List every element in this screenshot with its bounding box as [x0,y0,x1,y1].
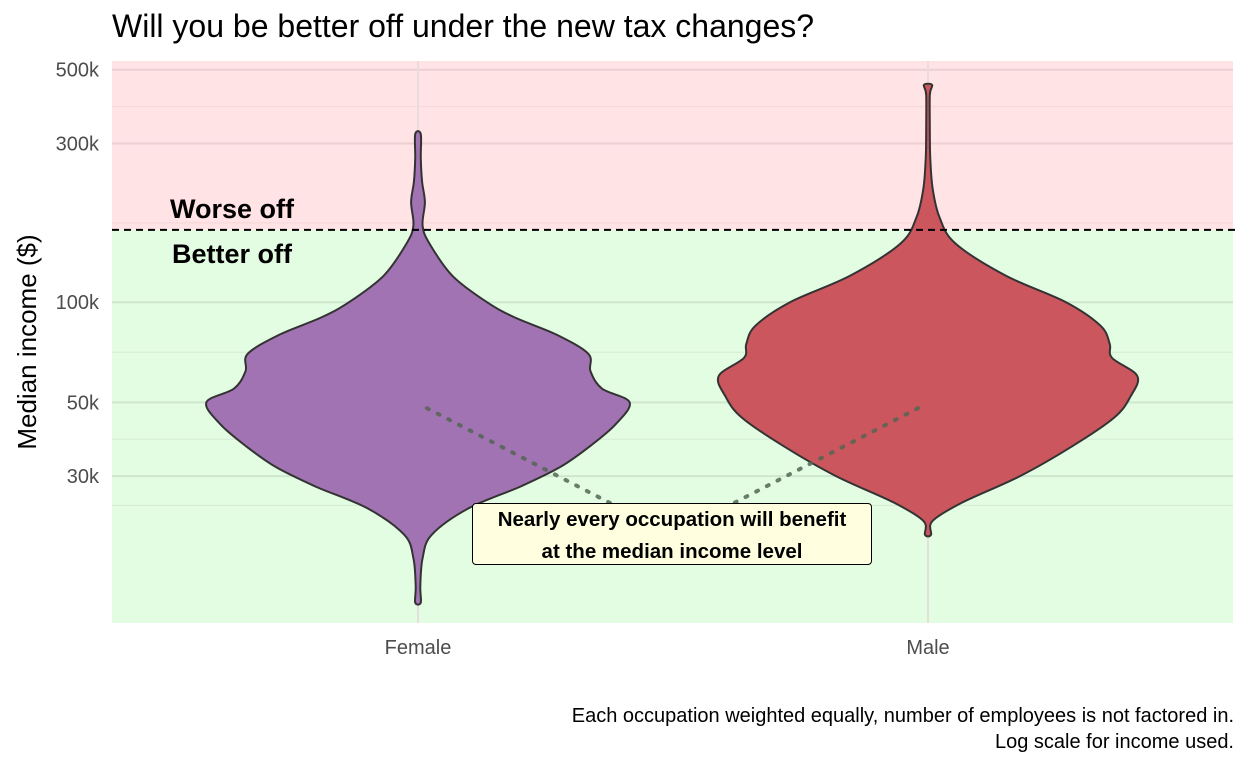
worse-off-label: Worse off [170,194,295,224]
annotation-box: Nearly every occupation will benefit at … [472,503,872,565]
better-off-label: Better off [172,239,293,269]
chart-caption: Each occupation weighted equally, number… [572,703,1234,755]
x-tick-label: Male [906,637,949,659]
male-median-connector [730,406,920,506]
annotation-line-1: Nearly every occupation will benefit [497,508,847,531]
y-axis-label: Median income ($) [12,234,42,449]
x-tick-label: Female [385,637,452,659]
caption-line-1: Each occupation weighted equally, number… [571,705,1234,727]
caption-line-2: Log scale for income used. [994,731,1234,753]
annotation-line-2: at the median income level [541,540,803,563]
chart-title: Will you be better off under the new tax… [112,8,815,44]
violin-male [716,82,1140,538]
y-tick-label: 100k [56,292,100,314]
y-tick-label: 500k [56,60,100,82]
y-tick-label: 300k [56,134,100,156]
female-median-connector [425,406,614,506]
y-tick-label: 50k [67,392,100,414]
worse-off-region [112,61,1233,230]
violin-female [205,130,631,606]
y-tick-label: 30k [67,466,100,488]
